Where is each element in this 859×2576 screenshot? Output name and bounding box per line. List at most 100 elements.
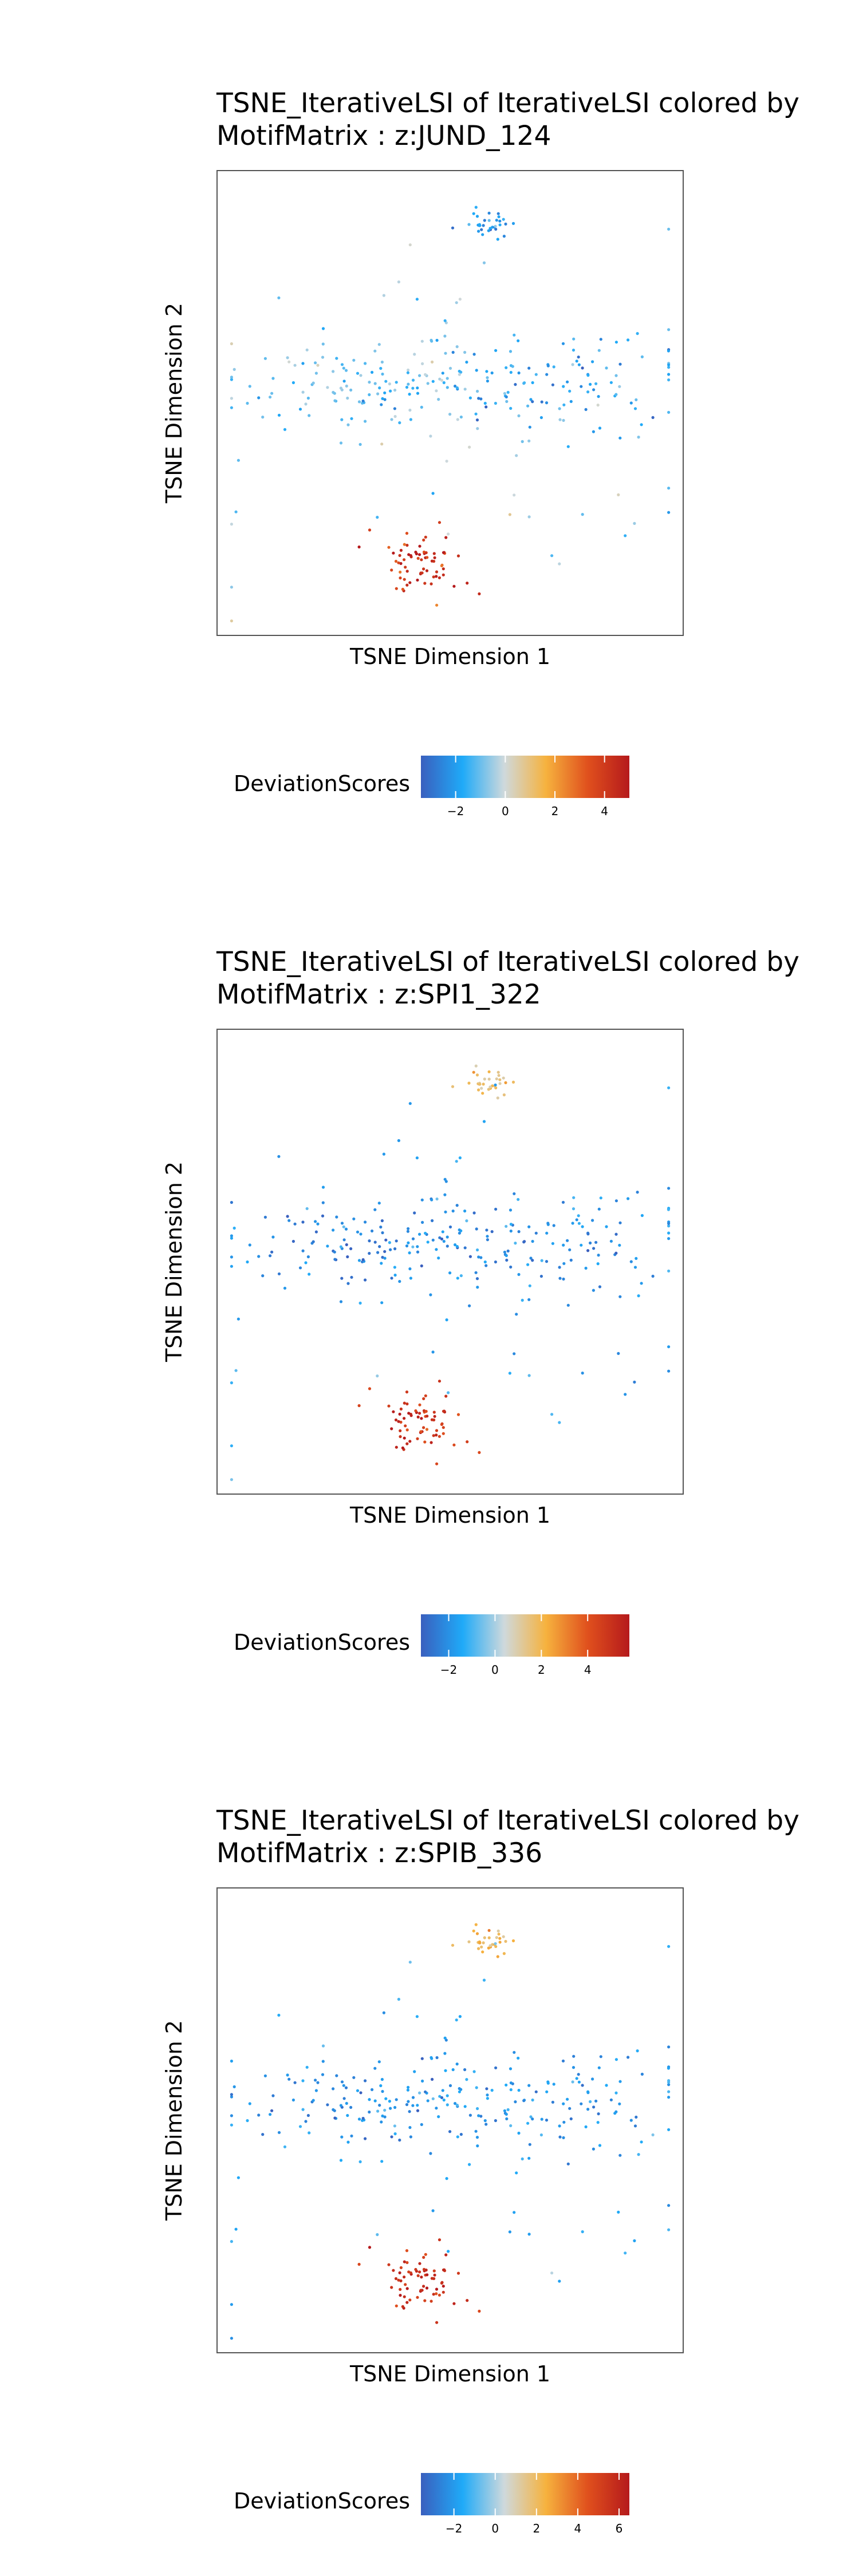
scatter-point xyxy=(405,1442,409,1445)
scatter-point xyxy=(286,1215,289,1218)
scatter-point xyxy=(346,1255,349,1259)
scatter-point xyxy=(378,386,381,390)
scatter-point xyxy=(404,2283,407,2286)
scatter-point xyxy=(558,1421,561,1424)
scatter-point xyxy=(476,2144,479,2148)
scatter-point xyxy=(409,2135,412,2139)
scatter-point xyxy=(494,224,497,228)
chart-title: TSNE_IterativeLSI of IterativeLSI colore… xyxy=(216,1804,846,1870)
scatter-point xyxy=(371,1229,374,1232)
scatter-point xyxy=(466,2299,469,2302)
scatter-point xyxy=(629,1260,633,1263)
scatter-point xyxy=(378,2104,381,2107)
scatter-point xyxy=(230,342,233,346)
scatter-point xyxy=(466,582,469,585)
chart-title-line-2: MotifMatrix : z:SPIB_336 xyxy=(216,1838,543,1869)
scatter-point xyxy=(335,357,338,360)
colorbar-tick-label: 4 xyxy=(574,2522,582,2535)
scatter-point xyxy=(407,1241,410,1244)
scatter-point xyxy=(497,1070,500,1074)
scatter-point xyxy=(349,2105,353,2109)
scatter-point xyxy=(444,1394,448,1398)
scatter-point xyxy=(405,583,409,587)
scatter-point xyxy=(568,1248,572,1251)
scatter-point xyxy=(407,1412,411,1415)
scatter-point xyxy=(277,1272,281,1275)
scatter-point xyxy=(346,396,349,400)
scatter-point xyxy=(497,212,500,215)
scatter-point xyxy=(636,2049,639,2053)
scatter-point xyxy=(230,1200,233,1204)
scatter-point xyxy=(599,2055,602,2059)
scatter-point xyxy=(640,423,643,426)
scatter-point xyxy=(411,1237,415,1240)
scatter-point xyxy=(301,1220,305,1224)
scatter-point xyxy=(571,1222,574,1225)
scatter-point xyxy=(465,361,468,364)
y-axis-label: TSNE Dimension 2 xyxy=(161,2020,187,2221)
scatter-point xyxy=(465,2078,468,2081)
scatter-point xyxy=(399,548,403,552)
scatter-point xyxy=(340,418,344,421)
scatter-point xyxy=(482,224,485,227)
chart-panel-1: TSNE_IterativeLSI of IterativeLSI colore… xyxy=(0,0,859,859)
scatter-point xyxy=(552,2083,555,2086)
scatter-point xyxy=(575,1218,578,1222)
chart-title-line-1: TSNE_IterativeLSI of IterativeLSI colore… xyxy=(216,88,799,119)
scatter-point xyxy=(597,395,600,398)
scatter-point xyxy=(597,2112,600,2116)
scatter-point xyxy=(494,401,497,405)
scatter-point xyxy=(633,2124,637,2128)
scatter-point xyxy=(486,2093,489,2097)
scatter-point xyxy=(269,396,272,399)
scatter-point xyxy=(484,1264,488,1267)
scatter-point xyxy=(426,2099,430,2103)
scatter-point xyxy=(368,528,372,532)
scatter-point xyxy=(380,442,384,446)
scatter-point xyxy=(230,1478,233,1481)
scatter-point xyxy=(430,582,433,586)
scatter-point xyxy=(393,1266,396,1269)
scatter-point xyxy=(478,224,482,227)
scatter-point xyxy=(340,2080,344,2084)
scatter-point xyxy=(437,2115,440,2119)
scatter-point xyxy=(420,2275,423,2279)
scatter-point xyxy=(246,1260,249,1264)
scatter-point xyxy=(494,1942,497,1945)
scatter-point xyxy=(614,1251,618,1255)
scatter-point xyxy=(424,2268,428,2272)
scatter-point xyxy=(504,1939,507,1943)
colorbar-gradient xyxy=(421,1614,629,1657)
scatter-point xyxy=(591,2077,594,2081)
colorbar-tick-label: 4 xyxy=(601,804,608,818)
scatter-point xyxy=(435,2107,438,2110)
scatter-point xyxy=(617,2210,620,2214)
scatter-point xyxy=(517,1273,521,1276)
scatter-point xyxy=(376,2233,379,2237)
scatter-point xyxy=(389,2107,392,2110)
scatter-point xyxy=(340,1222,344,1225)
scatter-point xyxy=(569,400,573,403)
scatter-point xyxy=(408,1961,412,1964)
scatter-point xyxy=(486,1235,489,1238)
colorbar: −2 0 2 4 xyxy=(421,756,629,818)
scatter-point xyxy=(534,373,538,376)
scatter-point xyxy=(314,361,317,365)
scatter-point xyxy=(442,573,445,576)
scatter-point xyxy=(562,403,566,406)
colorbar: −2 0 2 4 xyxy=(421,1614,629,1677)
scatter-point xyxy=(546,364,550,368)
scatter-point xyxy=(521,2157,524,2160)
scatter-point xyxy=(487,1088,490,1091)
scatter-point xyxy=(463,2105,467,2108)
scatter-point xyxy=(468,2113,472,2117)
scatter-point xyxy=(438,576,441,579)
scatter-point xyxy=(418,1232,421,1236)
scatter-point xyxy=(388,1241,391,1244)
scatter-point xyxy=(421,362,424,365)
scatter-point xyxy=(298,408,302,411)
scatter-point xyxy=(545,2119,549,2122)
scatter-point xyxy=(388,2100,391,2103)
chart-title-line-2: MotifMatrix : z:SPI1_322 xyxy=(216,979,541,1010)
scatter-point xyxy=(298,1266,302,1270)
